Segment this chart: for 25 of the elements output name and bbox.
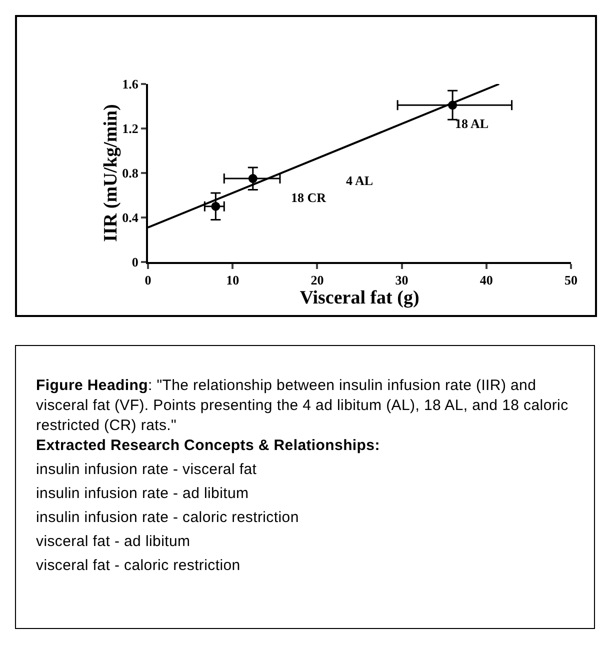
text: Figure Heading: "The relationship between insulin infusion rate (IIR) and visceral fat (VF). Points presenting the 4 ad libitum (AL), 18 AL, and 18 caloric restricted (CR) rats.": [36, 377, 568, 434]
annotation: 18 AL: [455, 116, 489, 131]
text: visceral fat - ad libitum: [36, 532, 192, 552]
x-tick-label: 20: [310, 272, 324, 288]
x-tick-label: 10: [226, 272, 240, 288]
y-axis-title: IIR (mU/kg/min): [100, 104, 122, 242]
x-axis-title: Visceral fat (g): [300, 288, 420, 309]
text: Extracted Research Concepts & Relationships:: [36, 437, 380, 454]
y-tick-label: 1.2: [122, 121, 138, 136]
x-tick-label: 50: [564, 272, 578, 288]
text: visceral fat - caloric restriction: [36, 556, 242, 576]
point: [211, 202, 220, 211]
text: insulin infusion rate - ad libitum: [36, 484, 250, 504]
y-tick-label: 0.8: [122, 166, 139, 181]
annotation: 18 CR: [291, 190, 327, 205]
y-tick-label: 0.4: [122, 210, 139, 226]
y-tick-label: 0: [132, 254, 138, 270]
x-tick-label: 30: [395, 272, 408, 288]
x-tick-label: 0: [144, 272, 152, 288]
text: insulin infusion rate - visceral fat: [36, 460, 258, 480]
x-tick-label: 40: [480, 272, 493, 288]
text: insulin infusion rate - caloric restriction: [36, 508, 300, 528]
point: [248, 174, 258, 184]
annotation: 4 AL: [346, 173, 374, 188]
y-tick-label: 1.6: [122, 76, 139, 92]
